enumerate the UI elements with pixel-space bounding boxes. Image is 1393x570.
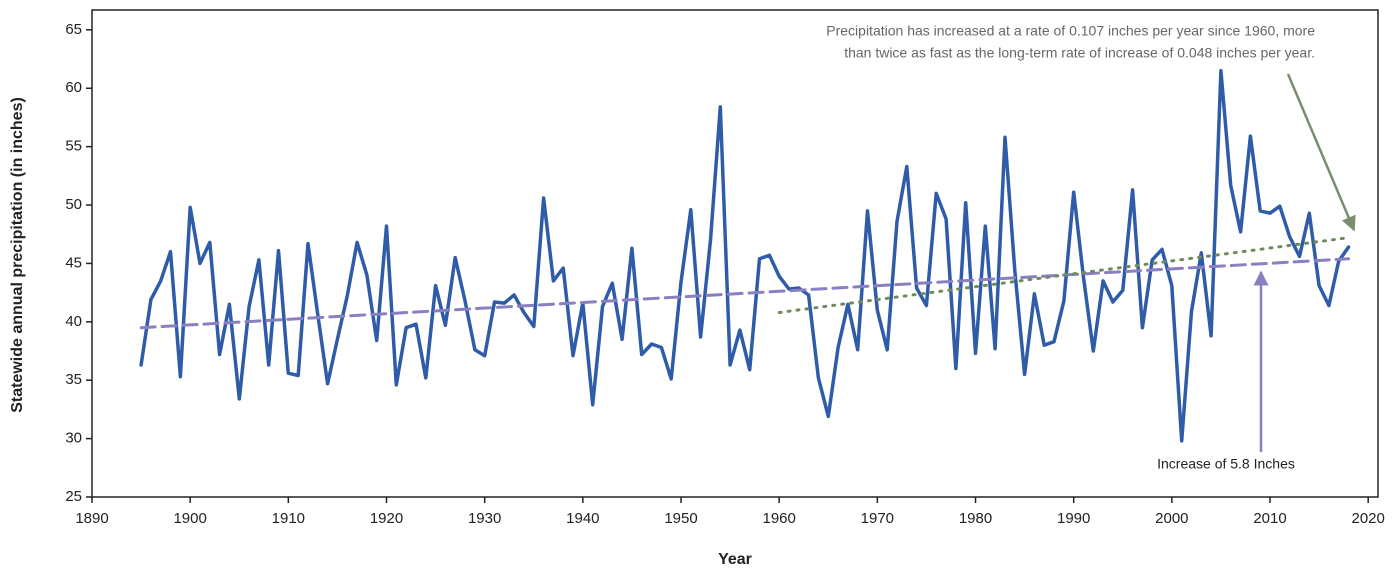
x-tick-label: 1910 bbox=[272, 510, 305, 527]
x-tick-label: 2020 bbox=[1351, 510, 1384, 527]
y-axis-title: Statewide annual precipitation (in inche… bbox=[9, 97, 26, 413]
plot-frame bbox=[91, 9, 1379, 498]
x-tick-label: 1950 bbox=[664, 510, 697, 527]
x-tick-label: 1970 bbox=[861, 510, 894, 527]
y-tick-label: 50 bbox=[65, 196, 82, 213]
x-tick-label: 1990 bbox=[1057, 510, 1090, 527]
x-tick-label: 2010 bbox=[1253, 510, 1286, 527]
trend-line bbox=[777, 236, 1350, 314]
annotation-line: than twice as fast as the long-term rate… bbox=[844, 45, 1315, 61]
x-tick-label: 1930 bbox=[468, 510, 501, 527]
x-tick-label: 1980 bbox=[959, 510, 992, 527]
x-tick-label: 1940 bbox=[566, 510, 599, 527]
data-line bbox=[139, 68, 1351, 443]
x-axis-title: Year bbox=[718, 551, 752, 568]
y-tick-label: 35 bbox=[65, 371, 82, 388]
annotation-line: Precipitation has increased at a rate of… bbox=[826, 23, 1315, 39]
arrow bbox=[1286, 73, 1356, 232]
y-tick-label: 65 bbox=[65, 21, 82, 38]
x-tick-label: 1900 bbox=[173, 510, 206, 527]
y-tick-label: 55 bbox=[65, 138, 82, 155]
y-tick-label: 25 bbox=[65, 488, 82, 505]
x-tick-label: 1960 bbox=[762, 510, 795, 527]
y-tick-label: 60 bbox=[65, 79, 82, 96]
annotation: Increase of 5.8 Inches bbox=[1157, 456, 1295, 472]
y-tick-label: 40 bbox=[65, 313, 82, 330]
x-tick-label: 1890 bbox=[75, 510, 108, 527]
y-tick-label: 30 bbox=[65, 430, 82, 447]
x-tick-label: 2000 bbox=[1155, 510, 1188, 527]
trend-line bbox=[139, 257, 1350, 330]
y-tick-label: 45 bbox=[65, 254, 82, 271]
x-tick-label: 1920 bbox=[370, 510, 403, 527]
